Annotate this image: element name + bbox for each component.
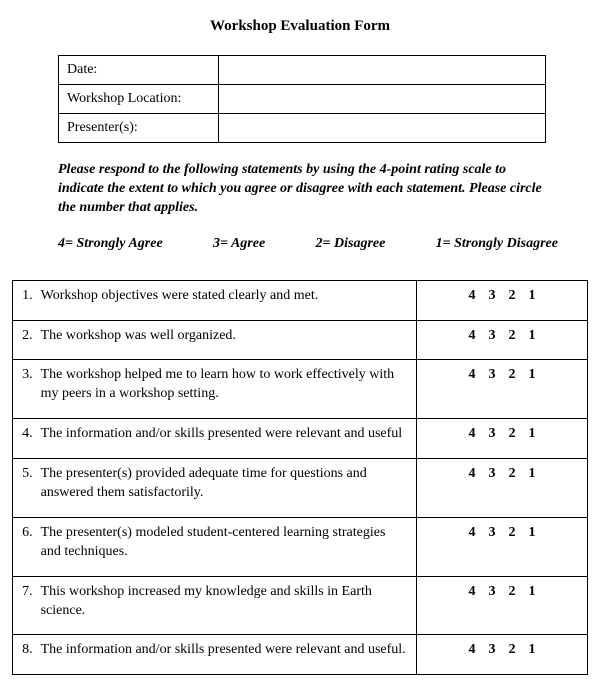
- rating-option-1[interactable]: 1: [522, 583, 542, 602]
- question-text: The information and/or skills presented …: [35, 635, 417, 675]
- rating-option-1[interactable]: 1: [522, 524, 542, 543]
- rating-option-1[interactable]: 1: [522, 425, 542, 444]
- question-row: 7.This workshop increased my knowledge a…: [13, 576, 588, 635]
- question-number: 1.: [13, 280, 35, 320]
- rating-option-2[interactable]: 2: [502, 327, 522, 346]
- question-number: 6.: [13, 517, 35, 576]
- rating-option-4[interactable]: 4: [462, 366, 482, 385]
- question-number: 4.: [13, 419, 35, 459]
- instructions-text: Please respond to the following statemen…: [58, 161, 542, 218]
- question-number: 2.: [13, 320, 35, 360]
- question-row: 4.The information and/or skills presente…: [13, 419, 588, 459]
- rating-option-2[interactable]: 2: [502, 524, 522, 543]
- question-text: The information and/or skills presented …: [35, 419, 417, 459]
- rating-option-2[interactable]: 2: [502, 583, 522, 602]
- rating-option-3[interactable]: 3: [482, 583, 502, 602]
- rating-option-2[interactable]: 2: [502, 425, 522, 444]
- rating-option-3[interactable]: 3: [482, 641, 502, 660]
- rating-cell: 4321: [417, 635, 588, 675]
- question-text: The workshop helped me to learn how to w…: [35, 360, 417, 419]
- date-field[interactable]: [219, 56, 546, 85]
- question-row: 2.The workshop was well organized.4321: [13, 320, 588, 360]
- rating-cell: 4321: [417, 576, 588, 635]
- rating-option-1[interactable]: 1: [522, 366, 542, 385]
- legend-1: 1= Strongly Disagree: [436, 236, 558, 252]
- presenter-label: Presenter(s):: [59, 114, 219, 143]
- legend-2: 2= Disagree: [316, 236, 386, 252]
- rating-option-4[interactable]: 4: [462, 425, 482, 444]
- rating-option-2[interactable]: 2: [502, 287, 522, 306]
- rating-cell: 4321: [417, 320, 588, 360]
- rating-option-3[interactable]: 3: [482, 287, 502, 306]
- question-row: 6.The presenter(s) modeled student-cente…: [13, 517, 588, 576]
- location-field[interactable]: [219, 85, 546, 114]
- rating-option-3[interactable]: 3: [482, 465, 502, 484]
- rating-option-1[interactable]: 1: [522, 327, 542, 346]
- question-text: The presenter(s) modeled student-centere…: [35, 517, 417, 576]
- rating-option-4[interactable]: 4: [462, 583, 482, 602]
- question-number: 7.: [13, 576, 35, 635]
- rating-option-4[interactable]: 4: [462, 287, 482, 306]
- question-row: 1.Workshop objectives were stated clearl…: [13, 280, 588, 320]
- question-text: The workshop was well organized.: [35, 320, 417, 360]
- question-text: This workshop increased my knowledge and…: [35, 576, 417, 635]
- rating-cell: 4321: [417, 280, 588, 320]
- question-number: 3.: [13, 360, 35, 419]
- scale-legend: 4= Strongly Agree 3= Agree 2= Disagree 1…: [58, 236, 558, 252]
- rating-option-4[interactable]: 4: [462, 465, 482, 484]
- rating-option-1[interactable]: 1: [522, 287, 542, 306]
- rating-cell: 4321: [417, 459, 588, 518]
- question-number: 5.: [13, 459, 35, 518]
- rating-option-2[interactable]: 2: [502, 366, 522, 385]
- rating-option-3[interactable]: 3: [482, 425, 502, 444]
- rating-option-3[interactable]: 3: [482, 327, 502, 346]
- question-number: 8.: [13, 635, 35, 675]
- legend-4: 4= Strongly Agree: [58, 236, 163, 252]
- questions-table: 1.Workshop objectives were stated clearl…: [12, 280, 588, 676]
- rating-cell: 4321: [417, 517, 588, 576]
- header-table: Date: Workshop Location: Presenter(s):: [58, 55, 546, 143]
- rating-option-4[interactable]: 4: [462, 327, 482, 346]
- rating-option-4[interactable]: 4: [462, 641, 482, 660]
- legend-3: 3= Agree: [213, 236, 265, 252]
- rating-option-3[interactable]: 3: [482, 524, 502, 543]
- rating-option-2[interactable]: 2: [502, 465, 522, 484]
- rating-option-2[interactable]: 2: [502, 641, 522, 660]
- presenter-field[interactable]: [219, 114, 546, 143]
- question-text: Workshop objectives were stated clearly …: [35, 280, 417, 320]
- rating-option-1[interactable]: 1: [522, 465, 542, 484]
- rating-option-1[interactable]: 1: [522, 641, 542, 660]
- question-text: The presenter(s) provided adequate time …: [35, 459, 417, 518]
- location-label: Workshop Location:: [59, 85, 219, 114]
- question-row: 8.The information and/or skills presente…: [13, 635, 588, 675]
- rating-cell: 4321: [417, 360, 588, 419]
- question-row: 3.The workshop helped me to learn how to…: [13, 360, 588, 419]
- date-label: Date:: [59, 56, 219, 85]
- rating-option-3[interactable]: 3: [482, 366, 502, 385]
- form-title: Workshop Evaluation Form: [12, 18, 588, 35]
- rating-cell: 4321: [417, 419, 588, 459]
- question-row: 5.The presenter(s) provided adequate tim…: [13, 459, 588, 518]
- rating-option-4[interactable]: 4: [462, 524, 482, 543]
